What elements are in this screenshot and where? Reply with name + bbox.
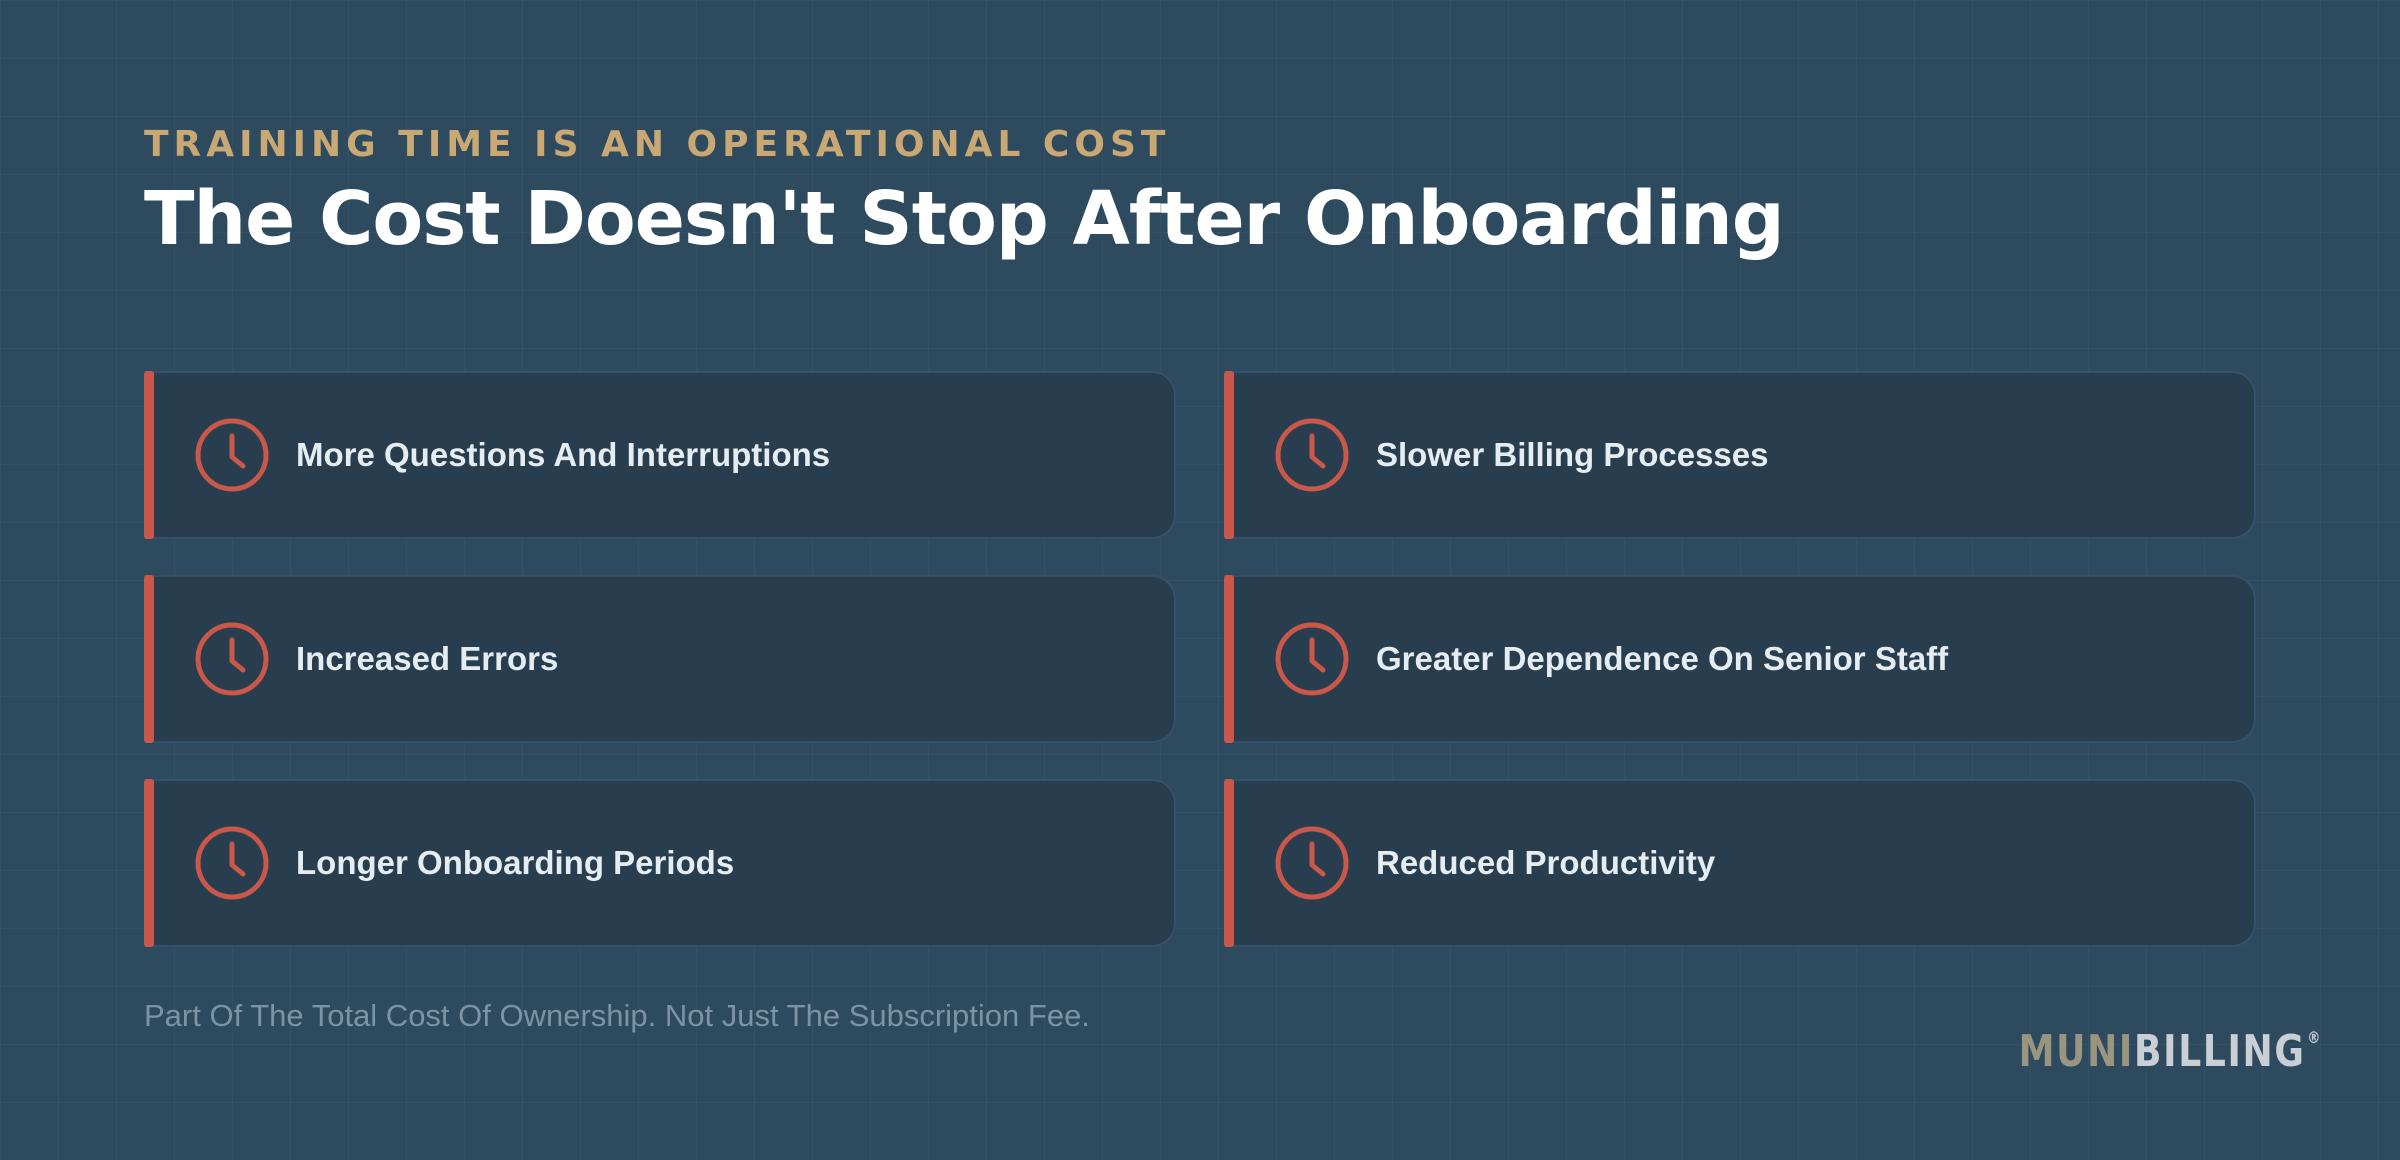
- cost-item-card: More Questions And Interruptions: [144, 371, 1176, 539]
- cost-items-grid: More Questions And Interruptions Slower …: [144, 371, 2256, 947]
- clock-icon: [1275, 418, 1349, 492]
- cost-item-label: More Questions And Interruptions: [296, 436, 831, 473]
- cost-item-label: Greater Dependence On Senior Staff: [1376, 640, 1949, 677]
- cost-item-label: Reduced Productivity: [1376, 844, 1716, 881]
- cost-item-label: Longer Onboarding Periods: [296, 844, 735, 881]
- clock-icon: [1275, 826, 1349, 900]
- clock-icon: [195, 826, 269, 900]
- registered-mark: ®: [2307, 1028, 2322, 1047]
- cost-item-card: Reduced Productivity: [1224, 779, 2256, 947]
- cost-item-card: Longer Onboarding Periods: [144, 779, 1176, 947]
- cost-item-card: Slower Billing Processes: [1224, 371, 2256, 539]
- cost-item-label: Increased Errors: [296, 640, 559, 677]
- munibilling-logo: MUNIBILLING ®: [2019, 1030, 2322, 1074]
- cost-item-card: Increased Errors: [144, 575, 1176, 743]
- cost-item-label: Slower Billing Processes: [1376, 436, 1769, 473]
- eyebrow-label: TRAINING TIME IS AN OPERATIONAL COST: [144, 124, 1171, 165]
- cost-item-card: Greater Dependence On Senior Staff: [1224, 575, 2256, 743]
- clock-icon: [195, 418, 269, 492]
- clock-icon: [1275, 622, 1349, 696]
- page-title: The Cost Doesn't Stop After Onboarding: [144, 176, 1785, 262]
- logo-part-muni: MUNI: [2018, 1026, 2134, 1077]
- clock-icon: [195, 622, 269, 696]
- logo-part-billing: BILLING: [2133, 1026, 2306, 1077]
- footnote: Part Of The Total Cost Of Ownership. Not…: [144, 998, 1090, 1033]
